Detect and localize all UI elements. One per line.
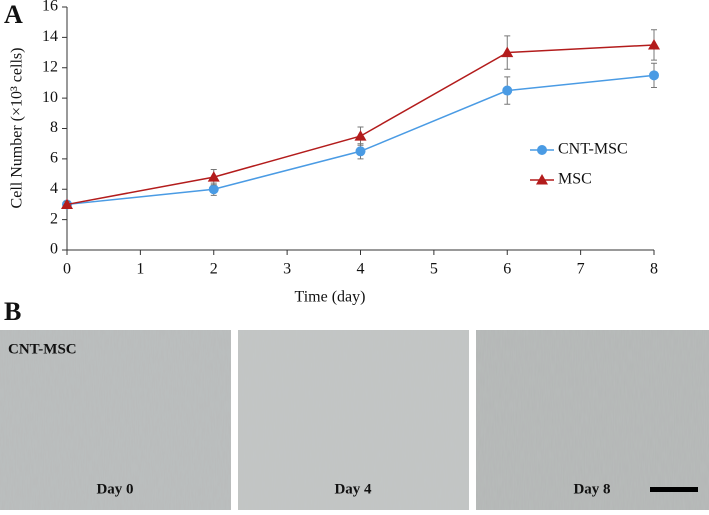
- y-tick-label: 10: [42, 89, 58, 106]
- y-tick-label: 12: [42, 58, 58, 75]
- marker: [649, 70, 659, 81]
- image-label: Day 8: [573, 481, 610, 497]
- marker: [648, 38, 660, 50]
- scale-bar: [650, 487, 698, 492]
- x-axis-title: Time (day): [295, 289, 366, 306]
- texture: [476, 330, 709, 510]
- y-axis-title: Cell Number (×10³ cells): [9, 48, 26, 209]
- micrographs: [0, 330, 709, 510]
- x-tick-label: 6: [503, 261, 511, 278]
- panel-label: A: [4, 0, 23, 29]
- texture: [238, 330, 469, 510]
- legend-label: MSC: [558, 171, 592, 188]
- x-tick-label: 5: [430, 261, 438, 278]
- x-tick-label: 3: [283, 261, 291, 278]
- x-tick-label: 7: [577, 261, 585, 278]
- panel-label: B: [4, 297, 21, 326]
- x-tick-label: 4: [357, 261, 365, 278]
- legend-marker: [537, 145, 547, 155]
- marker: [354, 130, 367, 141]
- y-tick-label: 2: [50, 210, 58, 227]
- sample-label: CNT-MSC: [8, 341, 77, 357]
- y-tick-label: 0: [50, 241, 58, 258]
- x-tick-label: 1: [136, 261, 144, 278]
- marker: [355, 146, 366, 157]
- marker: [61, 198, 73, 209]
- texture: [0, 330, 231, 510]
- y-tick-label: 6: [50, 150, 58, 167]
- y-tick-label: 4: [50, 180, 58, 197]
- y-tick-label: 8: [50, 119, 58, 136]
- image-label: Day 4: [334, 481, 372, 497]
- marker: [501, 46, 514, 58]
- y-tick-label: 16: [42, 0, 58, 15]
- marker: [502, 85, 513, 96]
- image-label: Day 0: [96, 481, 133, 497]
- x-tick-label: 8: [650, 261, 658, 278]
- y-tick-label: 14: [42, 28, 58, 45]
- x-tick-label: 2: [210, 261, 218, 278]
- marker: [208, 184, 219, 195]
- marker: [207, 171, 220, 182]
- legend-marker: [536, 174, 548, 185]
- x-tick-label: 0: [63, 261, 71, 278]
- legend-label: CNT-MSC: [558, 141, 628, 158]
